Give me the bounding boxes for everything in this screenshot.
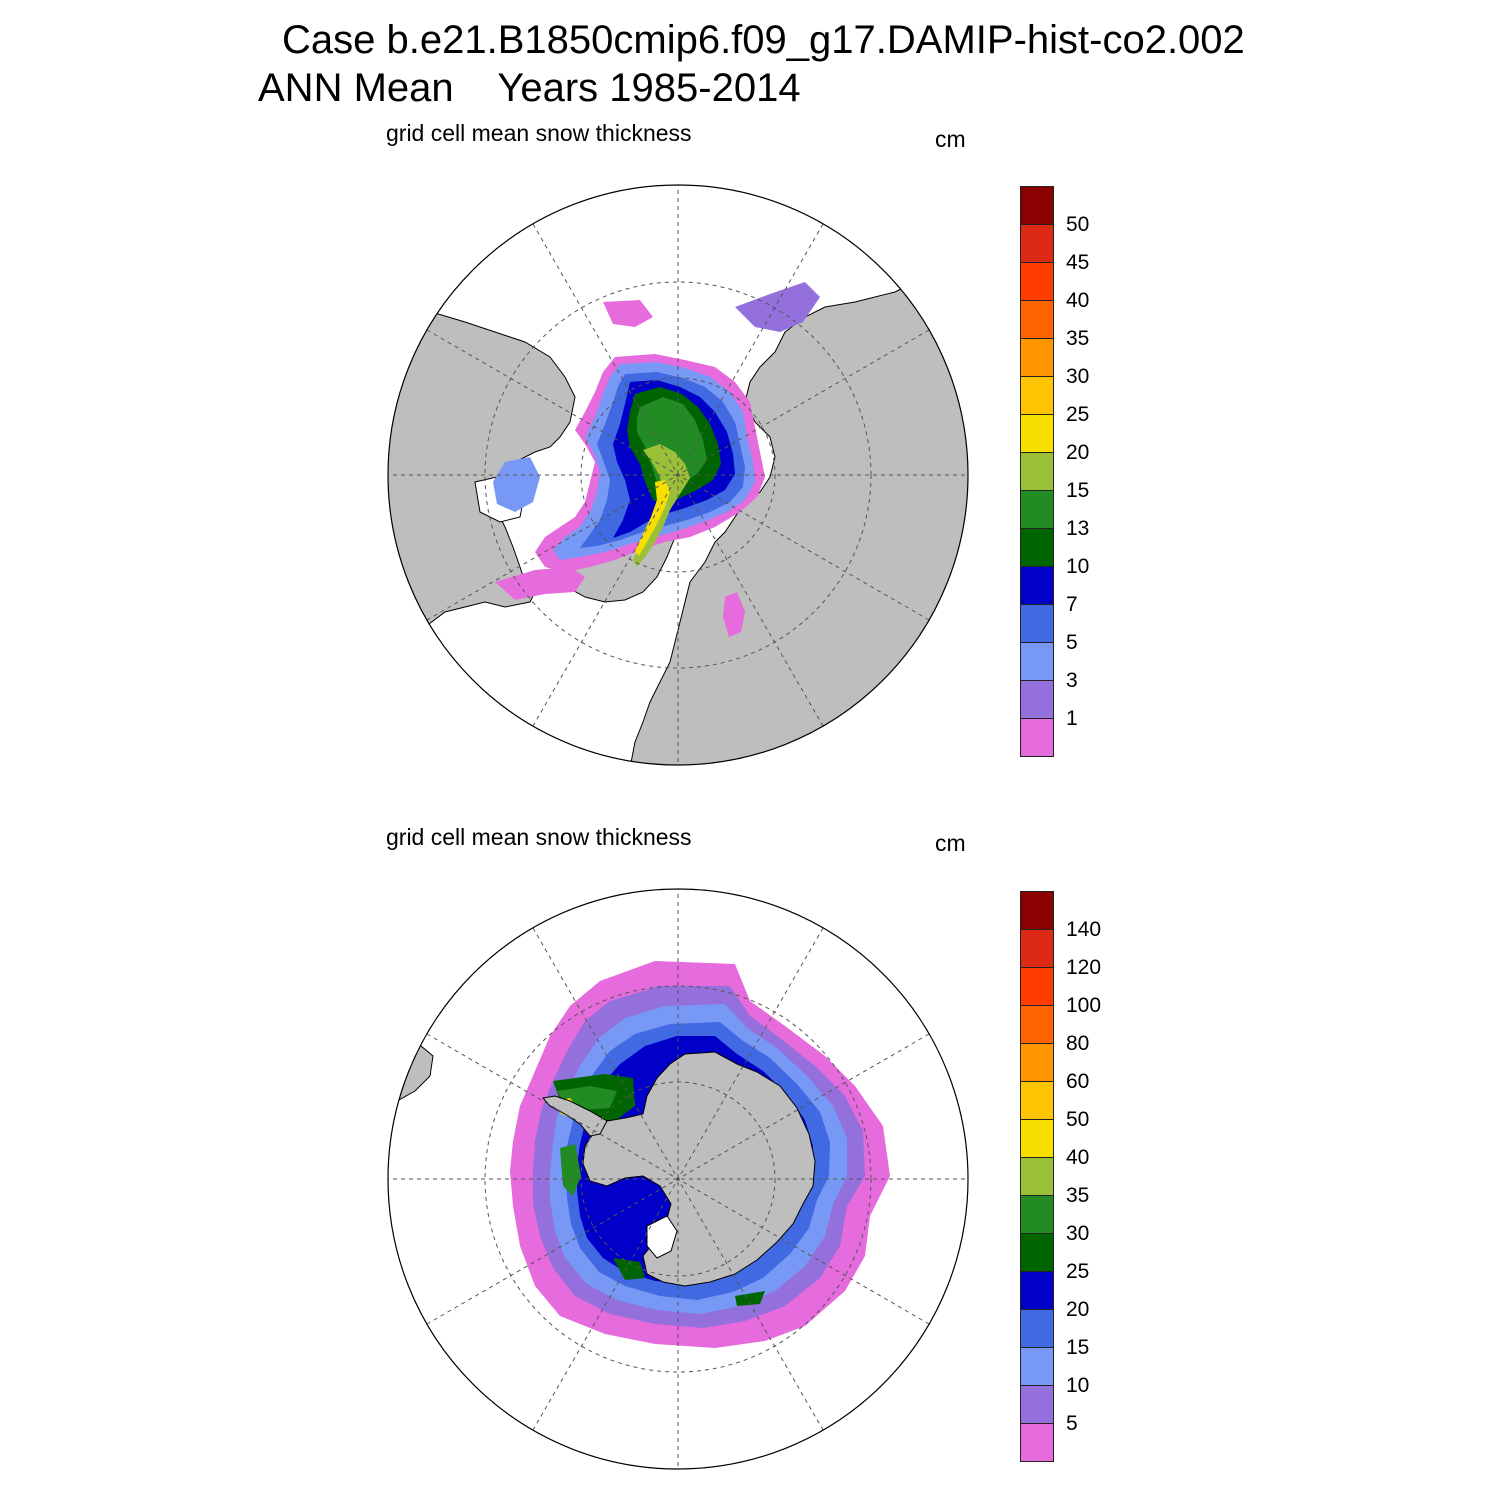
south-legend-label: 35 <box>1066 1184 1090 1207</box>
north-legend-label: 15 <box>1066 479 1090 502</box>
north-legend-label: 5 <box>1066 631 1078 654</box>
north-map-border <box>387 184 969 766</box>
south-legend-swatch <box>1020 1157 1054 1196</box>
north-legend-swatch <box>1020 376 1054 415</box>
north-legend-label: 50 <box>1066 213 1090 236</box>
north-legend-label: 7 <box>1066 593 1078 616</box>
north-graticule <box>388 185 968 765</box>
north-legend-swatch <box>1020 604 1054 643</box>
north-legend-label: 30 <box>1066 365 1090 388</box>
north-polar-map <box>387 184 969 766</box>
north-legend-label: 3 <box>1066 669 1078 692</box>
south-legend-swatch <box>1020 1347 1054 1386</box>
south-polar-map <box>387 888 969 1470</box>
south-map-border <box>387 888 969 1470</box>
north-legend-swatch <box>1020 680 1054 719</box>
south-legend-swatch <box>1020 1043 1054 1082</box>
north-legend-label: 35 <box>1066 327 1090 350</box>
north-legend-swatch <box>1020 262 1054 301</box>
south-legend-swatch <box>1020 1271 1054 1310</box>
south-legend-label: 40 <box>1066 1146 1090 1169</box>
south-legend-swatch <box>1020 1423 1054 1462</box>
north-legend-label: 1 <box>1066 707 1078 730</box>
north-snow-contours <box>493 282 820 637</box>
south-legend-label: 60 <box>1066 1070 1090 1093</box>
south-legend-label: 10 <box>1066 1374 1090 1397</box>
north-legend-swatch <box>1020 224 1054 263</box>
south-legend-label: 50 <box>1066 1108 1090 1131</box>
south-legend-label: 15 <box>1066 1336 1090 1359</box>
panel-units-north: cm <box>935 126 966 152</box>
south-legend-label: 80 <box>1066 1032 1090 1055</box>
south-legend-label: 20 <box>1066 1298 1090 1321</box>
north-legend-swatch <box>1020 566 1054 605</box>
north-land <box>388 261 968 765</box>
south-legend-label: 120 <box>1066 956 1102 979</box>
north-legend-swatch <box>1020 528 1054 567</box>
south-legend-swatch <box>1020 1385 1054 1424</box>
antarctic-peninsula-land <box>542 1095 608 1137</box>
south-legend-swatch <box>1020 929 1054 968</box>
north-legend-label: 13 <box>1066 517 1090 540</box>
north-legend-swatch <box>1020 186 1054 225</box>
south-legend-swatch <box>1020 1081 1054 1120</box>
figure-title-case: Case b.e21.B1850cmip6.f09_g17.DAMIP-hist… <box>282 18 1245 62</box>
panel-title-north: grid cell mean snow thickness <box>386 120 692 146</box>
north-legend-label: 40 <box>1066 289 1090 312</box>
panel-title-south: grid cell mean snow thickness <box>386 824 692 850</box>
north-legend-swatch <box>1020 452 1054 491</box>
south-legend-swatch <box>1020 967 1054 1006</box>
panel-units-south: cm <box>935 830 966 856</box>
south-legend-swatch <box>1020 1119 1054 1158</box>
south-legend-label: 30 <box>1066 1222 1090 1245</box>
south-legend-label: 100 <box>1066 994 1102 1017</box>
south-graticule <box>388 889 968 1469</box>
north-legend-label: 45 <box>1066 251 1090 274</box>
south-legend-swatch <box>1020 1233 1054 1272</box>
north-legend-swatch <box>1020 414 1054 453</box>
north-legend-swatch <box>1020 718 1054 757</box>
south-legend-label: 25 <box>1066 1260 1090 1283</box>
north-legend-label: 10 <box>1066 555 1090 578</box>
north-legend-swatch <box>1020 338 1054 377</box>
south-legend-swatch <box>1020 891 1054 930</box>
north-legend-swatch <box>1020 490 1054 529</box>
figure-title-period: ANN Mean Years 1985-2014 <box>258 66 801 110</box>
south-legend-swatch <box>1020 1195 1054 1234</box>
north-legend-label: 20 <box>1066 441 1090 464</box>
south-legend-label: 5 <box>1066 1412 1078 1435</box>
south-legend-swatch <box>1020 1005 1054 1044</box>
south-legend-label: 140 <box>1066 918 1102 941</box>
south-legend-swatch <box>1020 1309 1054 1348</box>
north-legend-label: 25 <box>1066 403 1090 426</box>
north-legend-swatch <box>1020 300 1054 339</box>
north-legend-swatch <box>1020 642 1054 681</box>
